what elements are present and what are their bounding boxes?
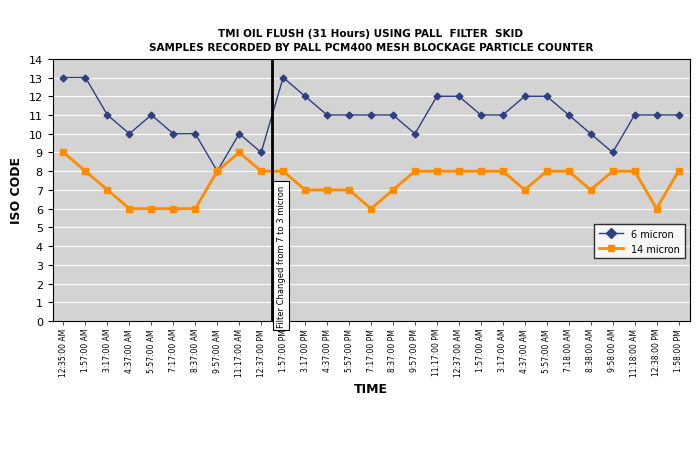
Text: Filter Changed from 7 to 3 micron: Filter Changed from 7 to 3 micron [276, 185, 286, 327]
X-axis label: TIME: TIME [354, 382, 388, 395]
Y-axis label: ISO CODE: ISO CODE [10, 157, 23, 224]
Legend: 6 micron, 14 micron: 6 micron, 14 micron [594, 224, 685, 259]
Title: TMI OIL FLUSH (31 Hours) USING PALL  FILTER  SKID
SAMPLES RECORDED BY PALL PCM40: TMI OIL FLUSH (31 Hours) USING PALL FILT… [149, 29, 593, 53]
